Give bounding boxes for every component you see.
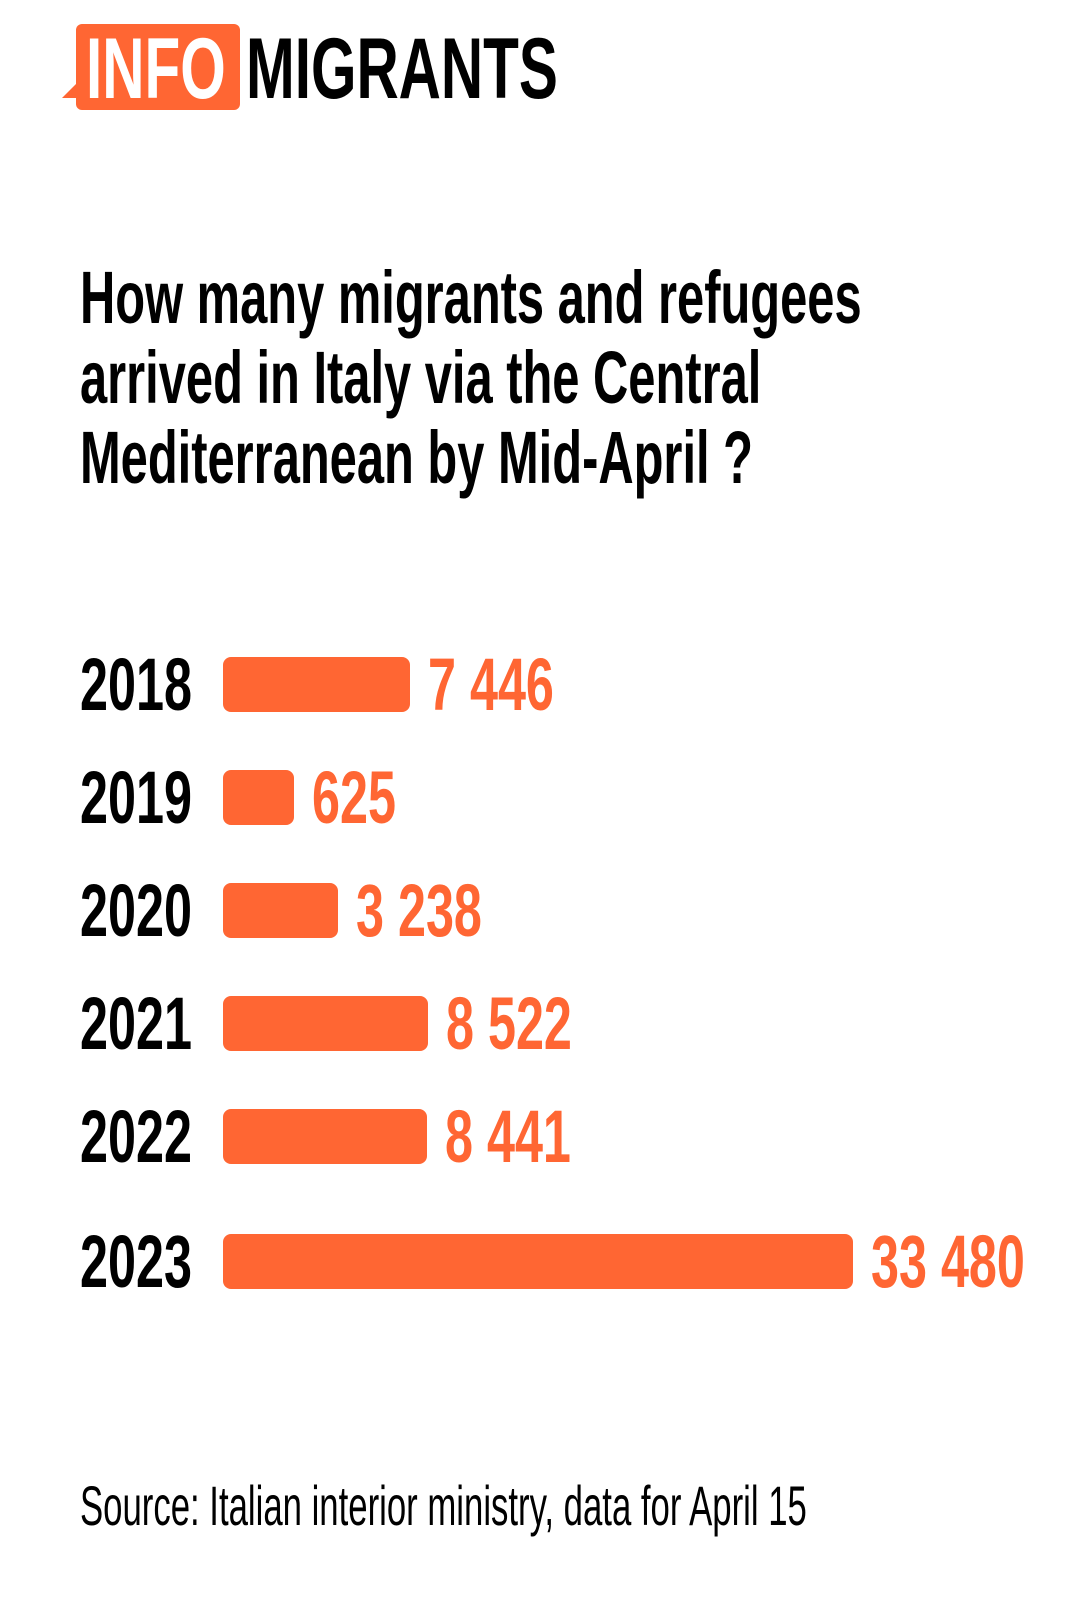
chart-title: How many migrants and refugees arrived i… [80, 258, 1080, 498]
category-label-text: 2018 [80, 643, 192, 726]
bar-row: 2023 33 480 [0, 1224, 1080, 1300]
category-label-text: 2020 [80, 869, 192, 952]
bar-row: 2021 8 522 [0, 986, 1080, 1062]
category-label: 2022 [80, 1099, 245, 1175]
bar-row: 2020 3 238 [0, 873, 1080, 949]
category-label: 2019 [80, 760, 245, 836]
data-label: 8 522 [446, 986, 631, 1062]
category-label-text: 2019 [80, 756, 192, 839]
category-label: 2021 [80, 986, 245, 1062]
source-note: Source: Italian interior ministry, data … [80, 1474, 807, 1537]
bar [223, 996, 429, 1051]
bar [223, 1234, 853, 1289]
title-line: How many migrants and refugees [80, 256, 862, 339]
bar [223, 1109, 427, 1164]
data-label-text: 625 [311, 756, 396, 839]
bar [223, 770, 294, 825]
category-label-text: 2021 [80, 982, 192, 1065]
category-label: 2023 [80, 1224, 245, 1300]
data-label: 3 238 [356, 873, 541, 949]
data-label-text: 8 441 [444, 1095, 571, 1178]
data-label: 33 480 [871, 1224, 1080, 1300]
data-label: 7 446 [428, 647, 613, 723]
logo-migrants-text: MIGRANTS [246, 21, 558, 117]
category-label: 2020 [80, 873, 245, 949]
logo-speech-tail [62, 80, 80, 98]
bar-row: 2022 8 441 [0, 1099, 1080, 1175]
logo-info-text: INFO [86, 21, 226, 117]
title-line: arrived in Italy via the Central [80, 336, 762, 419]
data-label-text: 7 446 [427, 643, 554, 726]
data-label: 625 [312, 760, 435, 836]
category-label-text: 2022 [80, 1095, 192, 1178]
data-label: 8 441 [445, 1099, 630, 1175]
logo-box [76, 24, 240, 110]
data-label-text: 8 522 [446, 982, 573, 1065]
title-line: Mediterranean by Mid-April ? [80, 416, 753, 499]
bar [223, 657, 410, 712]
bar [223, 883, 339, 938]
bar-row: 2019 625 [0, 760, 1080, 836]
category-label-text: 2023 [80, 1220, 192, 1303]
data-label-text: 3 238 [356, 869, 483, 952]
category-label: 2018 [80, 647, 245, 723]
data-label-text: 33 480 [871, 1220, 1025, 1303]
bar-row: 2018 7 446 [0, 647, 1080, 723]
